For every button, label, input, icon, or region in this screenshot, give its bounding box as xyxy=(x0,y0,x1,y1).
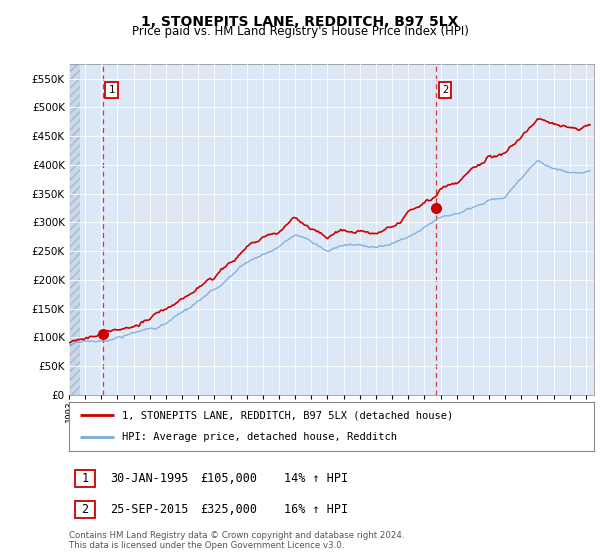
Text: 14% ↑ HPI: 14% ↑ HPI xyxy=(284,472,348,486)
Text: 16% ↑ HPI: 16% ↑ HPI xyxy=(284,503,348,516)
Text: Price paid vs. HM Land Registry's House Price Index (HPI): Price paid vs. HM Land Registry's House … xyxy=(131,25,469,38)
Text: 2: 2 xyxy=(82,503,88,516)
Text: Contains HM Land Registry data © Crown copyright and database right 2024.
This d: Contains HM Land Registry data © Crown c… xyxy=(69,530,404,550)
Text: 1, STONEPITS LANE, REDDITCH, B97 5LX: 1, STONEPITS LANE, REDDITCH, B97 5LX xyxy=(142,15,458,29)
Text: 1, STONEPITS LANE, REDDITCH, B97 5LX (detached house): 1, STONEPITS LANE, REDDITCH, B97 5LX (de… xyxy=(121,410,453,421)
Text: 30-JAN-1995: 30-JAN-1995 xyxy=(110,472,188,486)
Text: 1: 1 xyxy=(109,85,115,95)
Text: 1: 1 xyxy=(82,472,88,486)
Text: 25-SEP-2015: 25-SEP-2015 xyxy=(110,503,188,516)
Text: £105,000: £105,000 xyxy=(200,472,257,486)
Text: 2: 2 xyxy=(442,85,448,95)
Text: £325,000: £325,000 xyxy=(200,503,257,516)
Text: HPI: Average price, detached house, Redditch: HPI: Average price, detached house, Redd… xyxy=(121,432,397,442)
